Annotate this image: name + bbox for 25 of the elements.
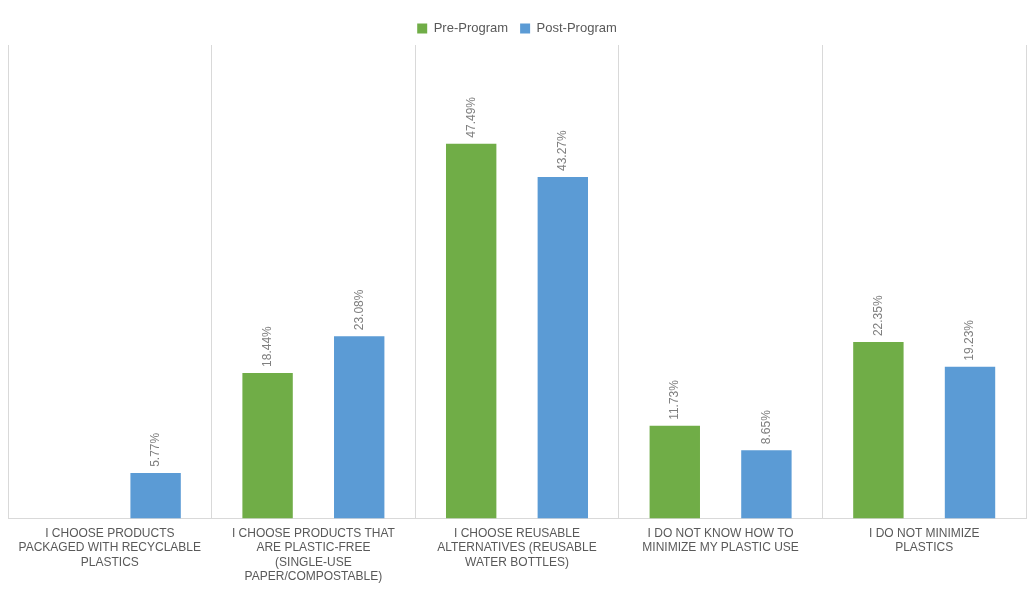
data-label: 5.77% (147, 432, 162, 467)
bar (853, 342, 904, 519)
data-label: 47.49% (463, 96, 478, 138)
bar (334, 336, 385, 519)
x-tick-label: I CHOOSE PRODUCTS THAT ARE PLASTIC-FREE (SINGLE-USE PAPER/COMPOSTABLE) (231, 525, 396, 584)
data-label: 11.73% (667, 379, 682, 420)
bar (446, 143, 497, 519)
x-tick-label: I DO NOT MINIMIZE PLASTICS (868, 525, 980, 555)
x-tick-label: I CHOOSE REUSABLE ALTERNATIVES (REUSABLE WATER BOTTLES) (437, 525, 597, 569)
data-label: 18.44% (259, 325, 274, 367)
data-label: 43.27% (555, 129, 570, 171)
data-label: 8.65% (758, 409, 773, 445)
legend-label: Post-Program (536, 20, 617, 36)
legend-label: Pre-Program (433, 20, 509, 36)
bar (649, 425, 700, 519)
bar (944, 366, 996, 519)
bar (537, 177, 589, 519)
x-tick-label: I DO NOT KNOW HOW TO MINIMIZE MY PLASTIC USE (642, 525, 799, 555)
bar (242, 372, 293, 519)
data-label: 19.23% (962, 319, 977, 361)
data-label: 23.08% (351, 289, 366, 331)
x-tick-label: I CHOOSE PRODUCTS PACKAGED WITH RECYCLABLE PLASTICS (18, 525, 202, 569)
data-label: 22.35% (870, 295, 885, 337)
bar (130, 472, 181, 519)
bar (741, 450, 792, 519)
